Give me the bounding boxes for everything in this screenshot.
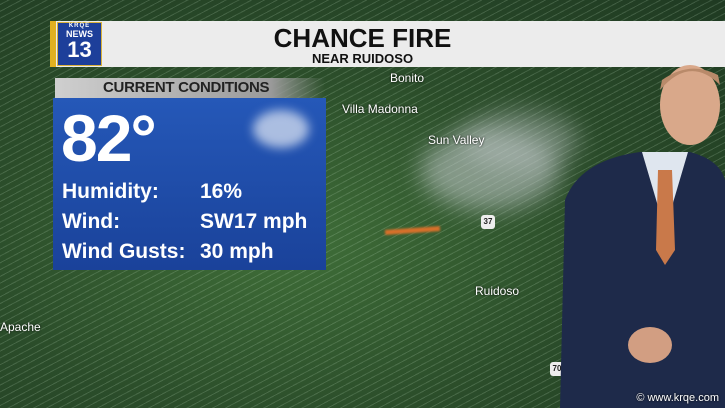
presenter [560,65,725,408]
fire-line [384,226,441,235]
wind-label: Wind: [62,210,121,233]
map-label-villa-madonna: Villa Madonna [342,102,418,116]
headline-banner [50,21,725,67]
map-label-sun-valley: Sun Valley [428,133,485,147]
current-conditions-header: CURRENT CONDITIONS [55,78,325,98]
humidity-value: 16% [200,180,243,203]
headline-title: CHANCE FIRE [273,23,452,53]
headline-subtitle: NEAR RUIDOSO [311,51,414,66]
wind-gusts-value: 30 mph [200,240,274,263]
watermark: © www.krqe.com [636,392,719,404]
partly-cloudy-icon [253,110,309,148]
logo-brand: NEWS [66,29,93,39]
logo-call: KRQE [68,23,91,29]
smoke-plume [420,130,560,210]
map-label-bonito: Bonito [390,71,425,85]
route-shield-icon: 37 [481,215,495,229]
smoke-plume [460,110,580,170]
map-label-apache: Apache [0,320,41,334]
krqe-news13-logo: KRQE NEWS 13 [57,22,102,66]
humidity-label: Humidity: [62,180,159,203]
logo-channel: 13 [67,37,92,62]
conditions-panel: 82° Humidity: 16% Wind: SW17 mph Wind Gu… [53,98,326,270]
route-shield-icon: 70 [550,362,564,376]
wind-value: SW17 mph [200,210,308,233]
temperature: 82° [61,101,157,175]
wind-gusts-label: Wind Gusts: [62,240,186,263]
map-label-ruidoso: Ruidoso [475,284,520,298]
